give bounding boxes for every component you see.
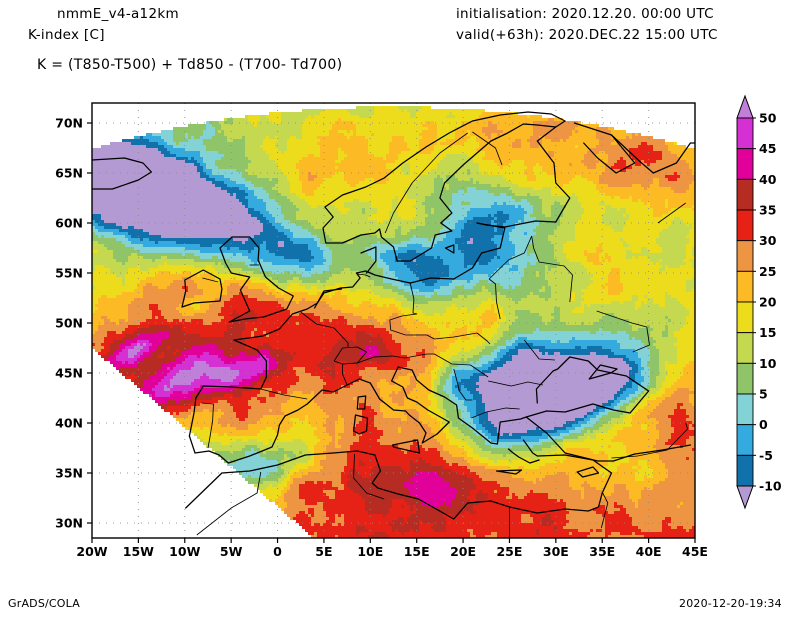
render-timestamp: 2020-12-20-19:34	[679, 597, 782, 610]
colorbar-over-arrow	[736, 94, 754, 119]
colorbar-band	[736, 209, 754, 242]
colorbar-tick-label: -5	[759, 448, 773, 463]
x-tick-label: 40E	[636, 544, 662, 559]
colorbar-band	[736, 393, 754, 426]
y-tick-label: 45N	[55, 366, 83, 381]
x-tick-label: 10E	[357, 544, 383, 559]
colorbar-band	[736, 270, 754, 303]
colorbar-tick-label: -10	[759, 479, 782, 494]
colorbar-band	[736, 332, 754, 364]
colorbar-tick-label: 35	[759, 203, 776, 218]
x-tick-label: 35E	[589, 544, 615, 559]
x-tick-label: 15W	[123, 544, 154, 559]
colorbar-band	[736, 148, 754, 180]
colorbar-tick-label: 50	[759, 111, 777, 126]
plot-frame	[91, 102, 696, 539]
y-tick-label: 35N	[55, 466, 83, 481]
x-tick-label: 10W	[169, 544, 200, 559]
formula-text: K = (T850-T500) + Td850 - (T700- Td700)	[37, 57, 343, 73]
y-tick-label: 30N	[55, 516, 83, 531]
x-tick-label: 0	[273, 544, 282, 559]
y-tick-label: 65N	[55, 166, 83, 181]
colorbar-tick-label: 40	[759, 172, 777, 187]
colorbar-under-arrow	[736, 485, 754, 510]
x-tick-label: 15E	[404, 544, 430, 559]
colorbar-tick-label: 45	[759, 141, 776, 156]
x-tick-label: 5W	[220, 544, 243, 559]
colorbar-tick-label: 10	[759, 356, 777, 371]
colorbar-band	[736, 454, 754, 487]
y-tick-label: 55N	[55, 266, 83, 281]
y-tick-label: 50N	[55, 316, 83, 331]
colorbar-tick-label: 15	[759, 325, 776, 340]
colorbar-band	[736, 178, 754, 211]
colorbar-band	[736, 240, 754, 272]
y-tick-label: 70N	[55, 116, 83, 131]
initialisation-time: initialisation: 2020.12.20. 00:00 UTC	[456, 6, 714, 22]
y-tick-label: 60N	[55, 216, 83, 231]
x-tick-label: 45E	[682, 544, 708, 559]
colorbar-band	[736, 362, 754, 395]
colorbar-tick-label: 30	[759, 233, 777, 248]
colorbar-band	[736, 117, 754, 150]
x-tick-label: 30E	[543, 544, 569, 559]
colorbar-tick-label: 0	[759, 417, 768, 432]
model-name: nmmE_v4-a12km	[57, 6, 179, 22]
axes: 20W 15W 10W 5W 0 5E 10E 15E 20E 25E 30E 35E 40E 45E 30…	[55, 116, 708, 560]
colorbar-tick-label: 25	[759, 264, 776, 279]
x-tick-label: 20E	[450, 544, 476, 559]
country-borders	[196, 131, 689, 538]
y-tick-label: 40N	[55, 416, 83, 431]
colorbar-tick-label: 20	[759, 295, 777, 310]
colorbar-tick-label: 5	[759, 387, 768, 402]
x-tick-label: 20W	[76, 544, 107, 559]
colorbar-band	[736, 424, 754, 456]
valid-time: valid(+63h): 2020.DEC.22 15:00 UTC	[456, 27, 718, 43]
colorbar-band	[736, 301, 754, 334]
x-tick-label: 5E	[315, 544, 332, 559]
producer-label: GrADS/COLA	[8, 597, 80, 610]
x-tick-label: 25E	[496, 544, 522, 559]
variable-name: K-index [C]	[28, 27, 105, 43]
map-gridlines	[92, 103, 695, 538]
